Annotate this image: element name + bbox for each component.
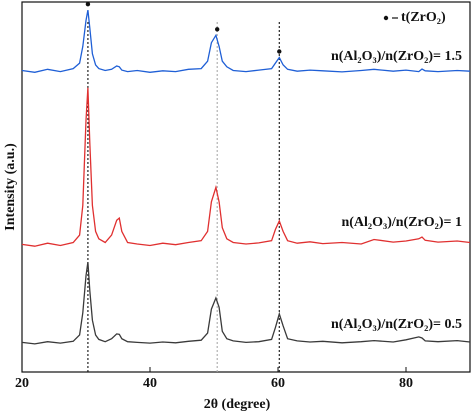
y-axis-label: Intensity (a.u.) [3, 143, 18, 231]
peak-marker [277, 49, 282, 54]
series-line [21, 262, 471, 345]
legend-dot [383, 15, 389, 21]
peak-marker [85, 1, 91, 7]
series-line [21, 9, 471, 73]
peak-marker [215, 27, 220, 32]
plot-frame [21, 1, 471, 373]
x-tick-label: 60 [271, 376, 285, 391]
x-tick-label: 80 [399, 376, 413, 391]
x-tick-label: 20 [15, 376, 29, 391]
series-label: n(Al₂O₃)/n(ZrO₂)= 1.5 [331, 49, 462, 64]
series-label: n(Al₂O₃)/n(ZrO₂)= 1 [341, 215, 462, 230]
legend-label: t(ZrO₂) [401, 10, 446, 25]
series-label: n(Al₂O₃)/n(ZrO₂)= 0.5 [331, 317, 462, 332]
x-axis-label: 2θ (degree) [204, 397, 271, 412]
x-tick-label: 40 [143, 376, 157, 391]
series-line [21, 87, 471, 247]
